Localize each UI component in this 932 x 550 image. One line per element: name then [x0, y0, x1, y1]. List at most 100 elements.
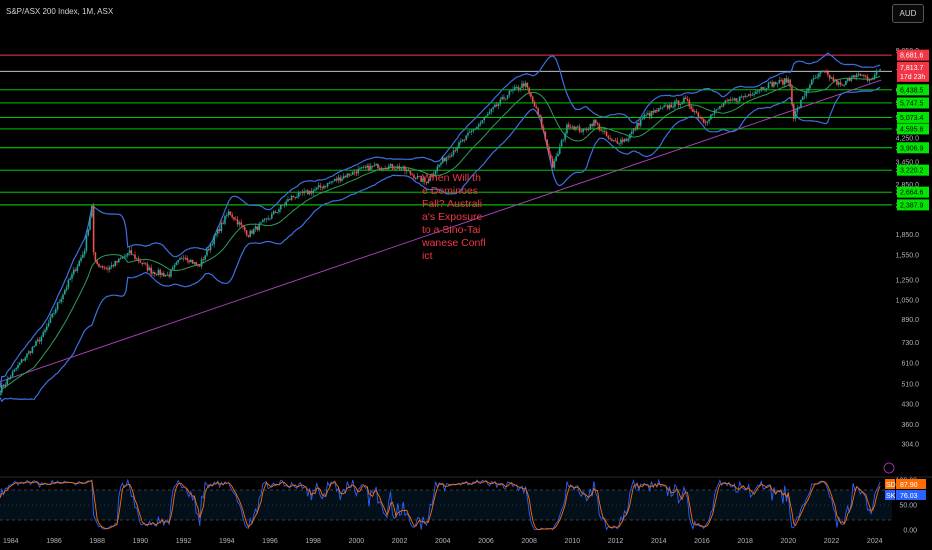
candle-body — [243, 226, 246, 231]
candle-body — [315, 187, 318, 190]
candle-body — [323, 185, 325, 189]
candle-body — [317, 185, 320, 188]
alert-icon[interactable] — [883, 462, 895, 474]
candle-body — [870, 79, 872, 81]
candle-body — [528, 87, 530, 93]
candle-body — [292, 195, 295, 198]
candle-body — [549, 154, 552, 159]
x-tick-label: 2020 — [781, 538, 797, 545]
candle-body — [780, 80, 782, 81]
level-tag-label: 8,681.6 — [900, 53, 923, 60]
candle-body — [357, 168, 359, 174]
level-tag-label: 5,073.4 — [900, 115, 923, 122]
candle-body — [432, 174, 435, 177]
candle-body — [504, 98, 507, 100]
trendline[interactable] — [0, 79, 882, 383]
candle-body — [62, 294, 64, 300]
candle-body — [652, 110, 655, 113]
candle-body — [755, 91, 757, 94]
candle-body — [765, 88, 768, 89]
candle-body — [580, 131, 583, 133]
candle-body — [861, 74, 863, 76]
candle-body — [4, 384, 7, 387]
candle-body — [441, 157, 444, 163]
candle-body — [454, 150, 457, 152]
candle-body — [852, 75, 854, 78]
candle-body — [875, 71, 878, 75]
x-tick-label: 2024 — [867, 538, 883, 545]
y-tick-label: 890.0 — [901, 317, 919, 324]
candle-body — [576, 126, 579, 128]
candle-body — [40, 336, 43, 342]
candle-body — [279, 204, 282, 210]
candle-body — [537, 108, 539, 115]
candle-body — [173, 264, 176, 268]
candle-body — [720, 106, 723, 107]
candle-body — [69, 278, 71, 281]
candle-body — [128, 250, 131, 254]
candle-body — [231, 214, 233, 218]
y-tick-label: 430.0 — [901, 401, 919, 408]
candle-body — [177, 259, 179, 263]
candle-body — [710, 114, 712, 120]
candle-body — [477, 124, 480, 127]
candle-body — [8, 377, 10, 379]
candle-body — [377, 163, 379, 169]
candle-body — [389, 164, 392, 166]
candle-body — [148, 267, 151, 271]
candle-body — [103, 267, 106, 269]
candle-body — [737, 101, 739, 103]
x-tick-label: 1984 — [3, 538, 19, 545]
candle-body — [116, 260, 118, 263]
level-tag-label: 6,438.5 — [900, 87, 923, 94]
candle-body — [632, 128, 635, 132]
candle-body — [850, 77, 853, 81]
candle-body — [144, 263, 147, 265]
candle-body — [854, 75, 856, 78]
y-tick-label: 3,450.0 — [896, 160, 919, 167]
candle-body — [701, 118, 703, 120]
candle-body — [425, 181, 428, 184]
candle-body — [522, 83, 525, 87]
candle-body — [693, 111, 696, 113]
candle-body — [513, 87, 516, 90]
currency-button[interactable]: AUD — [892, 4, 924, 23]
candle-body — [344, 176, 347, 178]
candle-body — [51, 313, 53, 318]
candle-body — [729, 99, 732, 101]
candle-body — [110, 265, 113, 267]
candle-body — [827, 71, 829, 75]
candle-body — [753, 93, 755, 95]
candle-body — [242, 224, 244, 227]
y-tick-label: 360.0 — [901, 422, 919, 429]
candle-body — [567, 124, 570, 128]
y-tick-label: 610.0 — [901, 361, 919, 368]
candle-body — [764, 88, 766, 90]
candle-body — [868, 79, 871, 81]
candle-body — [681, 102, 683, 105]
candle-body — [211, 244, 214, 245]
candle-body — [684, 97, 687, 100]
level-tag — [897, 123, 929, 135]
x-tick-label: 2006 — [478, 538, 494, 545]
candle-body — [503, 97, 505, 99]
level-tag — [897, 142, 929, 154]
candle-body — [272, 211, 275, 215]
candle-body — [362, 166, 365, 168]
y-tick-label: 1,050.0 — [896, 298, 919, 305]
candle-body — [659, 107, 662, 109]
candle-body — [735, 98, 737, 102]
candle-body — [486, 114, 489, 116]
candle-body — [247, 235, 250, 237]
candle-body — [134, 254, 136, 259]
candle-body — [620, 139, 622, 144]
candle-body — [843, 84, 845, 86]
candle-body — [834, 79, 836, 82]
candle-body — [791, 86, 793, 105]
candle-body — [305, 190, 307, 192]
osc-series-label: SD — [886, 482, 896, 489]
candle-body — [821, 70, 824, 73]
candle-body — [74, 269, 77, 271]
candle-body — [224, 216, 226, 224]
